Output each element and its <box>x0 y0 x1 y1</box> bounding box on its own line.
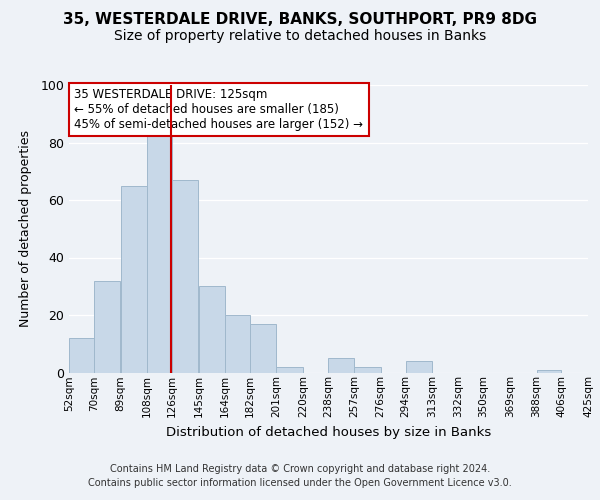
Bar <box>277 367 302 372</box>
Bar <box>69 338 94 372</box>
X-axis label: Distribution of detached houses by size in Banks: Distribution of detached houses by size … <box>166 426 491 438</box>
Bar <box>355 367 380 372</box>
Bar <box>121 186 147 372</box>
Y-axis label: Number of detached properties: Number of detached properties <box>19 130 32 327</box>
Bar <box>250 324 276 372</box>
Bar <box>225 315 250 372</box>
Bar <box>406 361 432 372</box>
Text: Contains HM Land Registry data © Crown copyright and database right 2024.: Contains HM Land Registry data © Crown c… <box>110 464 490 474</box>
Text: 35 WESTERDALE DRIVE: 125sqm
← 55% of detached houses are smaller (185)
45% of se: 35 WESTERDALE DRIVE: 125sqm ← 55% of det… <box>74 88 363 131</box>
Bar <box>94 280 121 372</box>
Bar <box>172 180 198 372</box>
Text: Size of property relative to detached houses in Banks: Size of property relative to detached ho… <box>114 29 486 43</box>
Bar <box>536 370 562 372</box>
Bar <box>328 358 354 372</box>
Bar <box>147 131 172 372</box>
Text: 35, WESTERDALE DRIVE, BANKS, SOUTHPORT, PR9 8DG: 35, WESTERDALE DRIVE, BANKS, SOUTHPORT, … <box>63 12 537 28</box>
Bar <box>199 286 225 372</box>
Text: Contains public sector information licensed under the Open Government Licence v3: Contains public sector information licen… <box>88 478 512 488</box>
